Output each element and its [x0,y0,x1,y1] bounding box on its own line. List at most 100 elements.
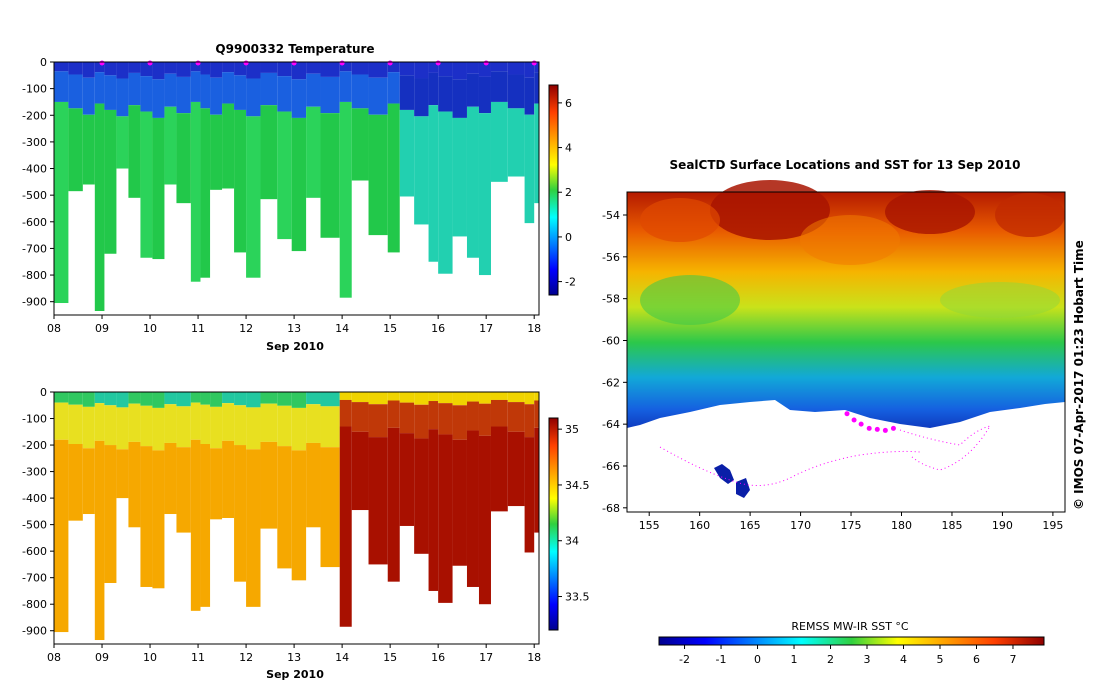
salinity-cell [291,392,307,408]
salinity-cell [524,404,535,438]
seal-location [858,421,864,427]
temperature-cell [452,117,467,237]
temperature-frame [53,61,540,316]
colorbar-tick-label: 2 [827,653,834,666]
temperature-cell [164,62,177,74]
x-tick-label: 155 [639,519,660,532]
salinity-cell [387,392,400,401]
temperature-cell [140,62,153,77]
salinity-xlabel: Sep 2010 [266,668,324,681]
temperature-cell [200,108,211,278]
salinity-cell [291,407,307,451]
temperature-cell [478,62,491,77]
salinity-cell [387,400,400,428]
salinity-cell [490,426,508,512]
temperature-cell [414,62,429,79]
temperature-cell [234,62,247,76]
temperature-cell [82,114,95,185]
temperature-cell [152,117,165,260]
temperature-cell [94,103,105,312]
salinity-cell [54,439,69,633]
temperature-cell [222,72,235,104]
salinity-cell [320,447,340,568]
x-tick-label: 160 [689,519,710,532]
temperature-cell [438,111,453,274]
salinity-cell [339,399,352,427]
salinity-cell [306,392,321,405]
salinity-cell [234,445,247,582]
temperature-cell [152,62,165,80]
temperature-cell [478,76,491,114]
x-tick-label: 16 [431,322,445,335]
x-tick-label: 165 [740,519,761,532]
x-tick-label: 18 [527,651,541,664]
salinity-cell [368,404,388,438]
sst-warm-features [640,180,1065,325]
y-tick-label: -54 [602,209,620,222]
y-tick-label: -200 [22,439,47,452]
salinity-cell [234,392,247,406]
salinity-cell [452,405,467,440]
salinity-cell [190,392,201,403]
salinity-cell [524,437,535,553]
sst-map-panel: SealCTD Surface Locations and SST for 13… [602,158,1086,666]
temperature-cell [291,117,307,252]
temperature-cell [246,62,261,79]
salinity-cell [478,392,491,404]
y-tick-label: -58 [602,293,620,306]
y-tick-label: -700 [22,572,47,585]
salinity-cell [466,401,479,431]
profile-marker [291,60,297,66]
temperature-cell [507,62,525,75]
salinity-cell [68,392,83,405]
temperature-cell [200,74,211,109]
temperature-cell [176,62,191,77]
salinity-cell [116,392,129,408]
temperature-cell [534,62,539,73]
salinity-cell [222,392,235,404]
y-tick-label: 0 [40,386,47,399]
y-tick-label: -200 [22,109,47,122]
temperature-cell [399,109,415,197]
y-tick-label: -600 [22,545,47,558]
temperature-cell [466,73,479,107]
y-tick-label: -300 [22,136,47,149]
sst-map-title: SealCTD Surface Locations and SST for 13… [670,158,1021,172]
salinity-cell [351,392,369,403]
y-tick-label: -66 [602,460,620,473]
x-tick-label: 17 [479,651,493,664]
salinity-cell [140,405,153,447]
temperature-cell [368,77,388,115]
salinity-cell [82,392,95,407]
dotted-track [659,425,992,486]
seal-location [844,411,850,417]
temperature-cell [478,113,491,276]
salinity-cell [94,440,105,641]
y-tick-label: -100 [22,413,47,426]
salinity-cell [54,402,69,440]
salinity-cell [414,404,429,439]
salinity-cell [478,435,491,605]
temperature-cell [351,74,369,109]
salinity-cell [222,403,235,441]
sst-colorbar-ticks: -2 -1 0 1 2 3 4 5 6 7 [679,645,1016,666]
temperature-cell [128,72,141,106]
salinity-cell [260,392,278,404]
colorbar-tick-label: -1 [716,653,727,666]
salinity-cell [190,439,201,611]
temperature-cell [399,62,415,76]
salinity-cell [339,426,352,627]
x-tick-label: 17 [479,322,493,335]
salinity-cell [399,392,415,403]
salinity-cell [466,430,479,587]
temperature-cell [320,113,340,238]
y-tick-label: -56 [602,251,620,264]
temperature-cell [339,62,352,72]
salinity-cell [176,392,191,407]
salinity-cell [438,403,453,435]
salinity-y-axis: 0 -100 -200 -300 -400 -500 -600 -700 -800 -900 [22,386,54,638]
y-tick-label: -800 [22,269,47,282]
x-tick-label: 10 [143,651,157,664]
temperature-cell [414,116,429,225]
